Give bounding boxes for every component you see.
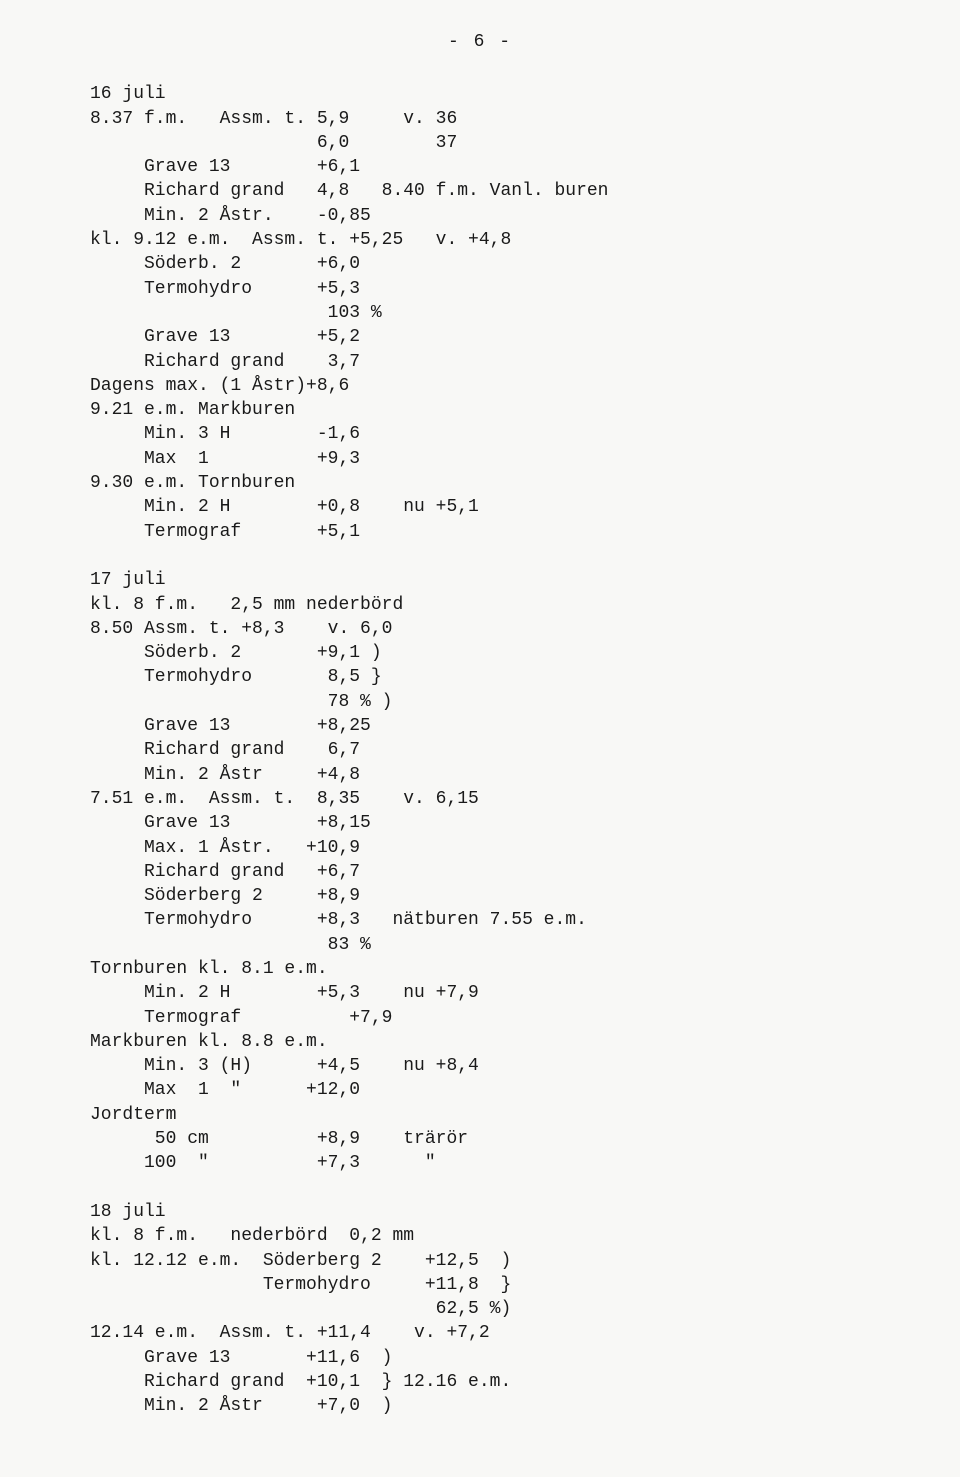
log-line: kl. 8 f.m. nederbörd 0,2 mm bbox=[90, 1224, 960, 1248]
log-line: Richard grand +6,7 bbox=[90, 860, 960, 884]
log-line: Tornburen kl. 8.1 e.m. bbox=[90, 957, 960, 981]
log-line: Richard grand 3,7 bbox=[90, 350, 960, 374]
log-line: 50 cm +8,9 trärör bbox=[90, 1127, 960, 1151]
log-line: Min. 2 Åstr. -0,85 bbox=[90, 204, 960, 228]
log-line: 8.50 Assm. t. +8,3 v. 6,0 bbox=[90, 617, 960, 641]
log-line: Min. 2 H +0,8 nu +5,1 bbox=[90, 495, 960, 519]
log-line: Termohydro +8,3 nätburen 7.55 e.m. bbox=[90, 908, 960, 932]
log-line: kl. 8 f.m. 2,5 mm nederbörd bbox=[90, 593, 960, 617]
log-line: 9.30 e.m. Tornburen bbox=[90, 471, 960, 495]
log-line: 16 juli bbox=[90, 82, 960, 106]
log-line: Söderb. 2 +9,1 ) bbox=[90, 641, 960, 665]
log-line: Richard grand 4,8 8.40 f.m. Vanl. buren bbox=[90, 179, 960, 203]
log-line: kl. 12.12 e.m. Söderberg 2 +12,5 ) bbox=[90, 1249, 960, 1273]
log-line: Min. 2 Åstr +4,8 bbox=[90, 763, 960, 787]
log-line: 7.51 e.m. Assm. t. 8,35 v. 6,15 bbox=[90, 787, 960, 811]
log-line: 78 % ) bbox=[90, 690, 960, 714]
log-line: Min. 3 H -1,6 bbox=[90, 422, 960, 446]
log-line: Richard grand 6,7 bbox=[90, 738, 960, 762]
log-line: Termohydro 8,5 } bbox=[90, 665, 960, 689]
typewritten-page-body: 16 juli8.37 f.m. Assm. t. 5,9 v. 36 6,0 … bbox=[0, 82, 960, 1418]
log-line: 83 % bbox=[90, 933, 960, 957]
log-line: 17 juli bbox=[90, 568, 960, 592]
log-line: 8.37 f.m. Assm. t. 5,9 v. 36 bbox=[90, 107, 960, 131]
log-line: Max 1 " +12,0 bbox=[90, 1078, 960, 1102]
log-line: Termohydro +5,3 bbox=[90, 277, 960, 301]
log-line: Grave 13 +6,1 bbox=[90, 155, 960, 179]
page-number: - 6 - bbox=[0, 30, 960, 54]
log-line bbox=[90, 1176, 960, 1200]
log-line: Termohydro +11,8 } bbox=[90, 1273, 960, 1297]
log-line: 6,0 37 bbox=[90, 131, 960, 155]
log-line: 18 juli bbox=[90, 1200, 960, 1224]
log-line: 103 % bbox=[90, 301, 960, 325]
log-line: 62,5 %) bbox=[90, 1297, 960, 1321]
log-line: kl. 9.12 e.m. Assm. t. +5,25 v. +4,8 bbox=[90, 228, 960, 252]
log-line: Min. 2 Åstr +7,0 ) bbox=[90, 1394, 960, 1418]
log-line: Grave 13 +8,15 bbox=[90, 811, 960, 835]
log-line: Termograf +7,9 bbox=[90, 1006, 960, 1030]
log-line: 100 " +7,3 " bbox=[90, 1151, 960, 1175]
log-line: Grave 13 +8,25 bbox=[90, 714, 960, 738]
log-line: Min. 3 (H) +4,5 nu +8,4 bbox=[90, 1054, 960, 1078]
log-line: Richard grand +10,1 } 12.16 e.m. bbox=[90, 1370, 960, 1394]
log-line: Jordterm bbox=[90, 1103, 960, 1127]
log-line: Grave 13 +11,6 ) bbox=[90, 1346, 960, 1370]
log-line: Dagens max. (1 Åstr)+8,6 bbox=[90, 374, 960, 398]
log-line: Grave 13 +5,2 bbox=[90, 325, 960, 349]
log-line: Min. 2 H +5,3 nu +7,9 bbox=[90, 981, 960, 1005]
log-line: 12.14 e.m. Assm. t. +11,4 v. +7,2 bbox=[90, 1321, 960, 1345]
log-line: 9.21 e.m. Markburen bbox=[90, 398, 960, 422]
log-line: Termograf +5,1 bbox=[90, 520, 960, 544]
log-line: Markburen kl. 8.8 e.m. bbox=[90, 1030, 960, 1054]
log-line: Söderb. 2 +6,0 bbox=[90, 252, 960, 276]
log-line bbox=[90, 544, 960, 568]
log-line: Söderberg 2 +8,9 bbox=[90, 884, 960, 908]
log-line: Max 1 +9,3 bbox=[90, 447, 960, 471]
log-line: Max. 1 Åstr. +10,9 bbox=[90, 836, 960, 860]
